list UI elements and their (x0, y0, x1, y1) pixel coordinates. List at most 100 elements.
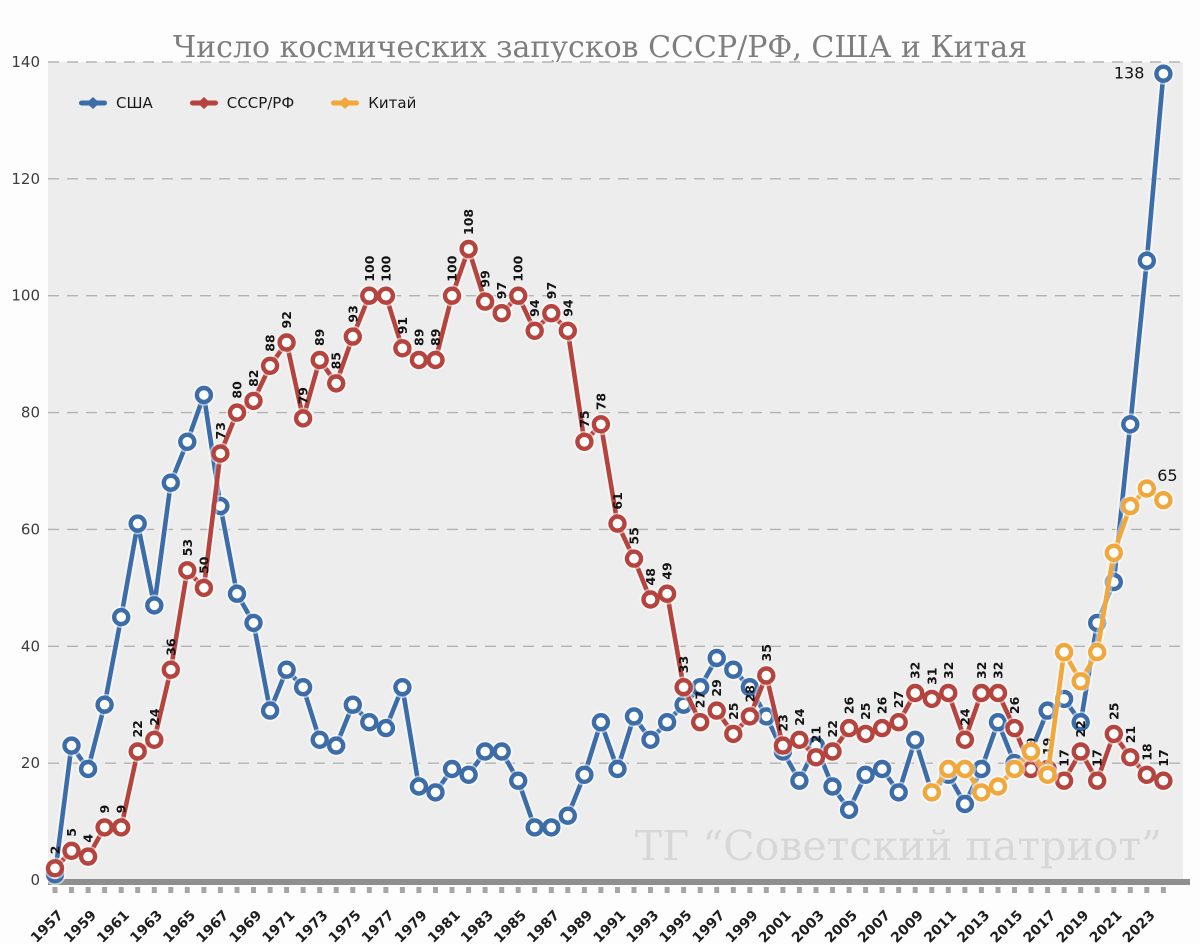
point-label: 53 (180, 539, 195, 556)
legend-marker-ussr (189, 97, 218, 109)
x-axis-label: 2003 (789, 908, 828, 944)
data-point (839, 718, 859, 738)
data-point (972, 783, 991, 802)
x-axis-tick (1045, 887, 1051, 893)
data-point (575, 432, 594, 451)
legend-label-ussr: СССР/РФ (226, 94, 295, 112)
x-axis-tick (300, 887, 306, 893)
data-point (260, 356, 280, 375)
x-axis-tick (466, 887, 472, 893)
data-point (872, 718, 892, 738)
point-label: 21 (809, 726, 824, 743)
data-point (1121, 748, 1140, 767)
x-axis-tick (962, 887, 968, 893)
data-point (806, 748, 826, 767)
data-point (1137, 251, 1157, 270)
data-point (724, 660, 743, 679)
data-point (244, 391, 263, 411)
data-point (1054, 642, 1074, 662)
point-label: 23 (775, 714, 790, 731)
x-axis-tick (863, 887, 869, 893)
point-label: 82 (246, 369, 261, 386)
point-label: 100 (445, 255, 460, 281)
point-label: 32 (908, 662, 923, 679)
data-point (773, 736, 793, 755)
data-point (839, 800, 859, 820)
point-label: 89 (411, 329, 426, 346)
data-point (492, 742, 511, 761)
data-point (409, 350, 429, 370)
data-point (492, 304, 511, 323)
x-axis-tick (548, 887, 554, 893)
x-axis-tick (697, 887, 703, 893)
data-point (211, 444, 230, 463)
data-point (889, 783, 908, 802)
legend-label-china: Китай (368, 94, 417, 112)
x-axis-tick (664, 887, 670, 893)
series-china: 65 (920, 466, 1178, 804)
data-point (145, 730, 164, 749)
x-axis-label: 1971 (260, 908, 299, 944)
data-point (972, 683, 991, 703)
x-axis-tick (978, 887, 984, 893)
data-point (657, 584, 677, 603)
data-point (360, 286, 379, 305)
legend-label-usa: США (116, 94, 153, 112)
x-axis-label: 1985 (491, 908, 530, 944)
point-label: 29 (709, 679, 724, 696)
x-axis-tick (201, 887, 207, 893)
data-point (1038, 765, 1057, 784)
x-axis-tick (317, 887, 323, 893)
x-axis-tick (251, 887, 256, 893)
point-label: 89 (428, 329, 443, 346)
x-axis-tick (350, 887, 356, 893)
x-axis-tick (730, 887, 736, 893)
legend-marker-china (331, 97, 360, 109)
x-axis-label: 1977 (359, 908, 398, 944)
point-label: 61 (610, 492, 625, 509)
x-axis-tick (267, 887, 273, 893)
data-point (939, 759, 958, 779)
x-axis-tick (482, 887, 488, 893)
x-axis-tick (598, 887, 604, 893)
legend: США СССР/РФ Китай (78, 94, 452, 112)
point-label: 97 (494, 282, 509, 299)
data-point (475, 292, 495, 311)
data-point (111, 607, 131, 627)
data-point (393, 678, 412, 697)
x-axis-tick (581, 887, 587, 893)
x-axis-tick (1061, 887, 1067, 893)
data-point (1087, 771, 1107, 790)
x-axis-label: 1987 (524, 908, 563, 944)
point-label: 100 (511, 255, 526, 281)
data-point (1137, 479, 1157, 498)
x-axis-tick (912, 887, 918, 893)
x-axis-tick (1160, 887, 1166, 893)
x-axis-label: 1999 (723, 908, 762, 944)
point-label: 138 (1114, 64, 1145, 83)
data-point (509, 771, 528, 790)
point-label: 49 (660, 562, 675, 579)
data-point (988, 713, 1008, 732)
point-label: 22 (825, 720, 840, 737)
point-label: 9 (114, 805, 129, 814)
data-point (872, 759, 892, 779)
data-point (95, 818, 114, 837)
x-axis-tick (515, 887, 521, 893)
x-axis-tick (813, 887, 819, 893)
x-axis-tick (995, 887, 1001, 893)
data-point (591, 713, 611, 732)
x-axis-tick (565, 887, 571, 893)
point-label: 35 (759, 644, 774, 661)
point-label: 80 (230, 381, 245, 399)
data-point (1021, 742, 1041, 761)
x-axis-label: 1991 (590, 908, 629, 944)
x-axis-tick (945, 887, 951, 893)
x-axis-label: 1995 (657, 908, 696, 944)
point-label: 25 (1106, 702, 1121, 719)
data-point (856, 724, 875, 744)
data-point (823, 777, 842, 796)
data-point (310, 730, 329, 749)
point-label: 22 (130, 720, 145, 737)
point-label: 94 (527, 299, 542, 317)
